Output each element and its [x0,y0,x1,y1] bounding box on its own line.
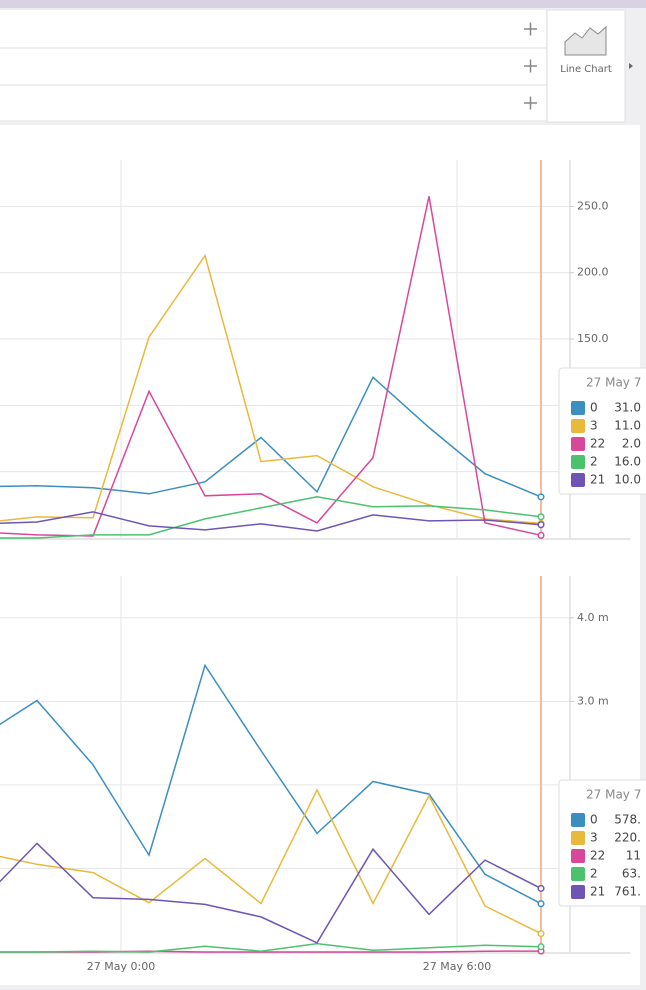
y-tick-label: 250.0 [577,199,609,212]
end-marker [537,493,545,501]
series-line [0,788,542,935]
legend-value: 2.0 [622,437,641,451]
legend-name: 22 [590,849,605,863]
legend-name: 0 [590,813,598,827]
series-line [0,376,542,498]
end-marker [537,930,545,938]
end-marker [537,884,545,892]
legend-name: 0 [590,401,598,415]
chart-panel [0,125,640,985]
series-line [0,663,542,905]
series-line [0,253,542,525]
series-line [0,511,542,532]
legend-swatch [571,813,585,827]
add-icons [524,22,537,110]
y-tick-label: 3.0 m [577,694,609,707]
legend-value: 63. [622,867,641,881]
line-chart-icon [564,25,607,56]
legend-name: 22 [590,437,605,451]
series-line [0,942,542,953]
add-button[interactable] [524,59,537,73]
legend-name: 3 [590,419,598,433]
end-marker [537,521,545,529]
plot [0,663,545,955]
legend-name: 21 [590,473,605,487]
y-tick-label: 4.0 m [577,611,609,624]
line-chart-button[interactable] [546,9,626,123]
x-tick-label: 27 May 6:00 [423,960,491,973]
legend-value: 11 [626,849,641,863]
legend-value: 10.0 [614,473,641,487]
legend-value: 761. [614,885,641,899]
legend-swatch [571,455,585,469]
legend-swatch [571,867,585,881]
button-label: Line Chart [560,64,612,75]
y-tick-label: 150.0 [577,332,609,345]
tooltip-title: 27 May 7 [586,376,641,390]
end-marker [537,943,545,951]
add-button[interactable] [524,96,537,110]
legend-swatch [571,437,585,451]
end-marker [537,513,545,521]
legend-value: 578. [614,813,641,827]
legend-value: 220. [614,831,641,845]
end-marker [537,531,545,539]
legend-name: 3 [590,831,598,845]
legend-value: 31.0 [614,401,641,415]
expand-arrow[interactable] [629,63,633,69]
legend-swatch [571,419,585,433]
legend-swatch [571,401,585,415]
legend-name: 2 [590,867,598,881]
legend-swatch [571,849,585,863]
legend-name: 21 [590,885,605,899]
legend-name: 2 [590,455,598,469]
x-tick-label: 27 May 0:00 [87,960,155,973]
end-marker [537,900,545,908]
series-line [0,842,542,944]
top-strip [0,0,646,8]
legend-swatch [571,831,585,845]
series-line [0,496,542,539]
legend-swatch [571,885,585,899]
legend-value: 11.0 [614,419,641,433]
y-tick-label: 200.0 [577,266,609,279]
plot [0,196,545,539]
legend-swatch [571,473,585,487]
add-button[interactable] [524,22,537,36]
query-panel [0,10,546,122]
legend-value: 16.0 [614,455,641,469]
tooltip-title: 27 May 7 [586,788,641,802]
